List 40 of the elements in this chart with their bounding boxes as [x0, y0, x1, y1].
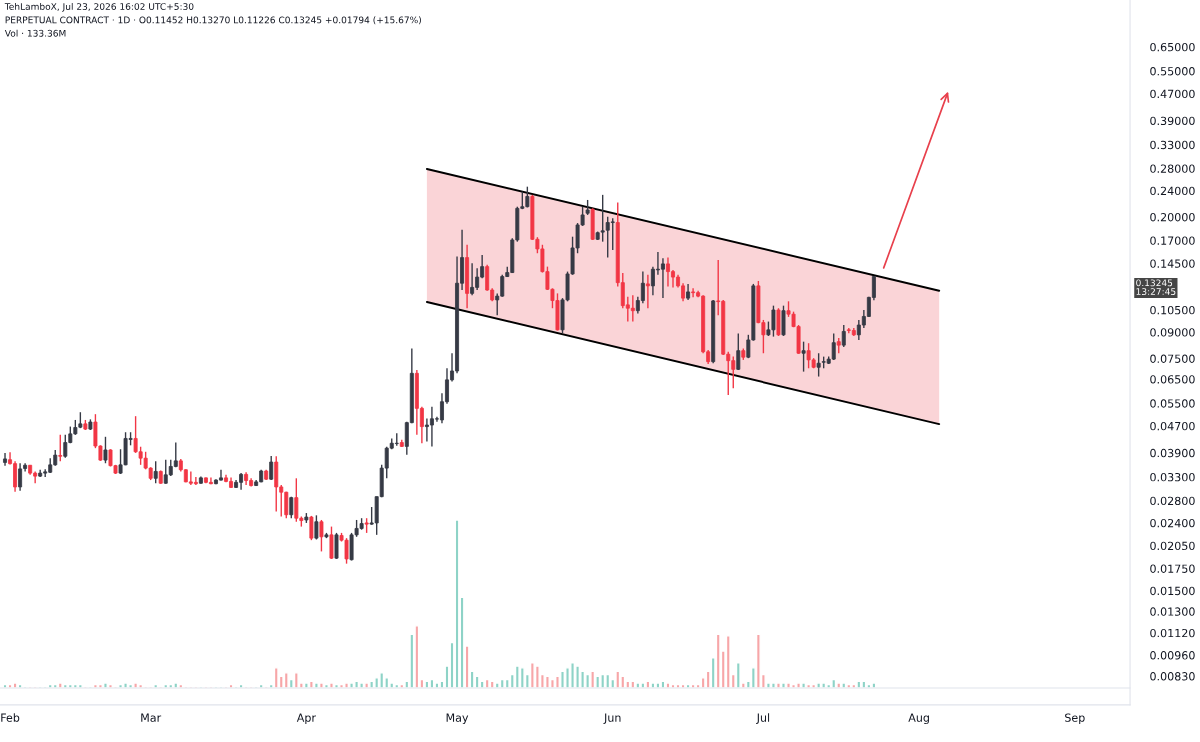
y-tick-label: 0.03900	[1150, 448, 1195, 458]
y-tick-label: 0.28000	[1150, 164, 1195, 173]
x-tick-label: Aug	[908, 713, 929, 724]
y-tick-label: 0.01120	[1150, 628, 1195, 638]
x-tick-label: Jun	[603, 713, 621, 724]
y-tick-label: 0.07500	[1150, 354, 1195, 363]
y-tick-label: 0.01500	[1150, 586, 1195, 596]
y-tick-label: 0.00960	[1150, 651, 1195, 660]
y-tick-label: 0.14500	[1150, 259, 1195, 268]
y-tick-label: 0.24000	[1150, 186, 1195, 196]
y-tick-label: 0.01750	[1150, 564, 1195, 573]
y-tick-label: 0.33000	[1150, 140, 1195, 150]
y-tick-label: 0.02400	[1150, 518, 1195, 528]
x-tick-label: Feb	[1, 713, 20, 722]
y-tick-label: 0.09000	[1150, 328, 1195, 337]
y-tick-label: 0.02800	[1150, 496, 1195, 506]
y-tick-label: 0.39000	[1150, 116, 1195, 126]
x-tick-label: Jul	[756, 713, 770, 724]
y-tick-label: 0.02050	[1150, 541, 1195, 551]
y-tick-label: 0.06500	[1150, 375, 1195, 384]
y-tick-label: 0.17000	[1150, 236, 1195, 245]
x-tick-label: May	[446, 713, 469, 724]
chart-subtitle: TehLamboX, Jul 23, 2026 16:02 UTC+5:30	[4, 2, 194, 12]
text: 13:27:45	[1136, 288, 1176, 295]
y-tick-label: 0.05500	[1150, 399, 1195, 408]
chart-title: Vol · 133.36M	[4, 29, 66, 37]
y-tick-label: 0.00830	[1150, 672, 1195, 681]
y-tick-label: 0.04700	[1150, 421, 1195, 431]
x-tick-label: Apr	[296, 713, 316, 724]
y-tick-label: 0.03300	[1150, 472, 1195, 482]
y-tick-label: 0.47000	[1150, 89, 1195, 99]
y-tick-label: 0.01300	[1150, 607, 1195, 616]
y-tick-label: 0.65000	[1150, 42, 1195, 52]
x-tick-label: Mar	[141, 713, 162, 722]
y-tick-label: 0.10500	[1150, 305, 1195, 315]
text: 0.13245	[1136, 279, 1173, 287]
y-tick-label: 0.20000	[1150, 212, 1195, 222]
y-tick-label: 0.55000	[1150, 67, 1195, 76]
text: PERPETUAL CONTRACT · 1D · O0.11452 H0.13270 L0.11226 C0.13245 +0.01794 (+15.67%)	[5, 16, 421, 25]
x-tick-label: Sep	[1065, 713, 1085, 724]
